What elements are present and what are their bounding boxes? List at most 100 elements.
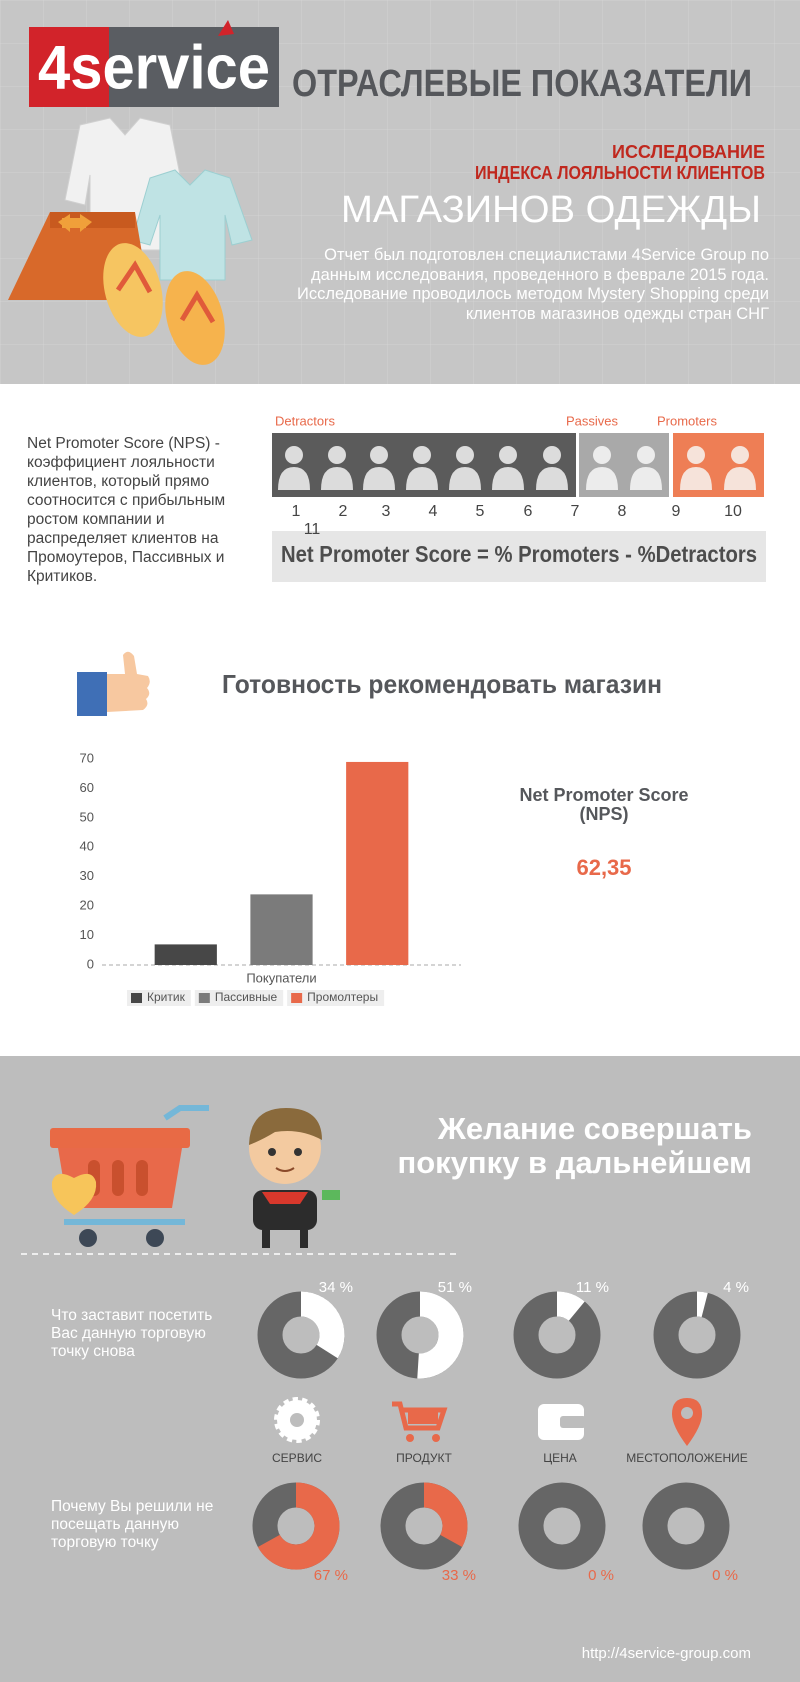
category-label: ПРОДУКТ <box>396 1451 452 1465</box>
legend-item-bg <box>127 990 191 1006</box>
donut-value-label: 11 % <box>576 1279 609 1296</box>
nps-group-label: Passives <box>566 413 619 428</box>
person-head <box>370 446 388 464</box>
y-tick-label: 70 <box>80 750 94 765</box>
donut-track <box>642 1482 730 1570</box>
donut-arc <box>423 1482 468 1547</box>
person-body <box>536 467 568 490</box>
person-body <box>680 467 712 490</box>
nps-scale-number: 10 <box>724 503 742 520</box>
person-head <box>687 446 705 464</box>
person-body <box>492 467 524 490</box>
person-body <box>406 467 438 490</box>
donut-arc <box>696 1291 708 1318</box>
nps-group-label: Detractors <box>275 413 335 428</box>
person-body <box>630 467 662 490</box>
donut-value-label: 67 % <box>314 1567 348 1584</box>
person-body <box>724 467 756 490</box>
donut-value-label: 33 % <box>442 1567 476 1584</box>
man-illustration <box>249 1108 340 1248</box>
person-head <box>456 446 474 464</box>
nps-scale-number: 8 <box>618 503 627 520</box>
nps-value: 62,35 <box>576 855 631 880</box>
donut-value-label: 0 % <box>588 1567 614 1584</box>
x-tick-label: Покупатели <box>246 970 316 985</box>
person-head <box>593 446 611 464</box>
nps-scale-number: 6 <box>524 503 533 520</box>
legend-swatch <box>291 993 303 1003</box>
person-body <box>586 467 618 490</box>
donut-value-label: 0 % <box>712 1567 738 1584</box>
person-head <box>413 446 431 464</box>
heading: МАГАЗИНОВ ОДЕЖДЫ <box>341 189 761 231</box>
person-head <box>285 446 303 464</box>
formula-box <box>272 531 766 582</box>
person-body <box>321 467 353 490</box>
legend-swatch <box>131 993 142 1003</box>
donut-arc <box>257 1482 340 1570</box>
nps-group-label: Promoters <box>657 413 717 428</box>
legend-item-bg <box>287 990 385 1006</box>
y-tick-label: 30 <box>80 868 94 883</box>
recommend-title: Готовность рекомендовать магазин <box>222 669 662 699</box>
bar <box>346 761 409 965</box>
donut-value-label: 34 % <box>319 1279 353 1296</box>
legend-item-bg <box>194 990 284 1006</box>
donut-arc <box>417 1291 464 1379</box>
footer-url: http://4service-group.com <box>581 1645 751 1662</box>
donut-track <box>518 1482 606 1570</box>
person-body <box>449 467 481 490</box>
study-index: ИНДЕКСА ЛОЯЛЬНОСТИ КЛИЕНТОВ <box>475 163 765 183</box>
logo: 4service <box>29 20 279 107</box>
nps-definition: Net Promoter Score (NPS) - коэффициент л… <box>27 435 226 585</box>
purchase-title: Желание совершать покупку в дальнейшем <box>397 1111 752 1180</box>
legend-swatch <box>198 993 210 1003</box>
donut-question: Что заставит посетить Вас данную торгову… <box>51 1307 213 1360</box>
nps-scale-number: 5 <box>476 503 485 520</box>
thumb-icon <box>77 651 150 716</box>
nps-scale-number: 1 <box>292 503 301 520</box>
nps-scale-extra: 11 <box>304 521 321 538</box>
nps-scale-number: 3 <box>382 503 391 520</box>
nps-formula: Net Promoter Score = % Promoters - %Detr… <box>281 541 757 567</box>
person-body <box>363 467 395 490</box>
description: Отчет был подготовлен специалистами 4Ser… <box>296 246 769 323</box>
category-label: СЕРВИС <box>272 1451 322 1465</box>
nps-scale-number: 9 <box>672 503 681 520</box>
bar <box>250 894 313 965</box>
legend-label: Промолтеры <box>307 990 378 1004</box>
category-label: ЦЕНА <box>543 1451 577 1465</box>
clothes-illustration <box>8 117 253 365</box>
person-head <box>543 446 561 464</box>
donut-arc <box>300 1291 345 1359</box>
main-title: ОТРАСЛЕВЫЕ ПОКАЗАТЕЛИ <box>292 63 752 105</box>
y-tick-label: 0 <box>87 956 94 971</box>
nps-scale-number: 7 <box>571 503 580 520</box>
donut-question: Почему Вы решили не посещать данную торг… <box>51 1498 214 1551</box>
y-tick-label: 10 <box>80 927 94 942</box>
study-label: ИССЛЕДОВАНИЕ <box>612 142 765 162</box>
category-label: МЕСТОПОЛОЖЕНИЕ <box>626 1451 748 1465</box>
y-tick-label: 20 <box>80 898 94 913</box>
y-tick-label: 40 <box>80 839 94 854</box>
nps-scale-number: 4 <box>429 503 438 520</box>
bar <box>154 944 217 965</box>
donut-value-label: 51 % <box>438 1279 472 1296</box>
donut-arc <box>556 1291 585 1322</box>
person-head <box>731 446 749 464</box>
nps-label: Net Promoter Score (NPS) <box>519 785 689 824</box>
person-body <box>278 467 310 490</box>
y-tick-label: 60 <box>80 780 94 795</box>
donut-value-label: 4 % <box>723 1279 749 1296</box>
y-tick-label: 50 <box>80 809 94 824</box>
person-head <box>499 446 517 464</box>
legend-label: Критик <box>147 990 186 1004</box>
logo-text: 4service <box>38 33 270 102</box>
cart-illustration <box>50 1105 209 1247</box>
legend-label: Пассивные <box>215 990 278 1004</box>
category-icons <box>274 1397 702 1446</box>
nps-scale-number: 2 <box>339 503 348 520</box>
person-head <box>328 446 346 464</box>
